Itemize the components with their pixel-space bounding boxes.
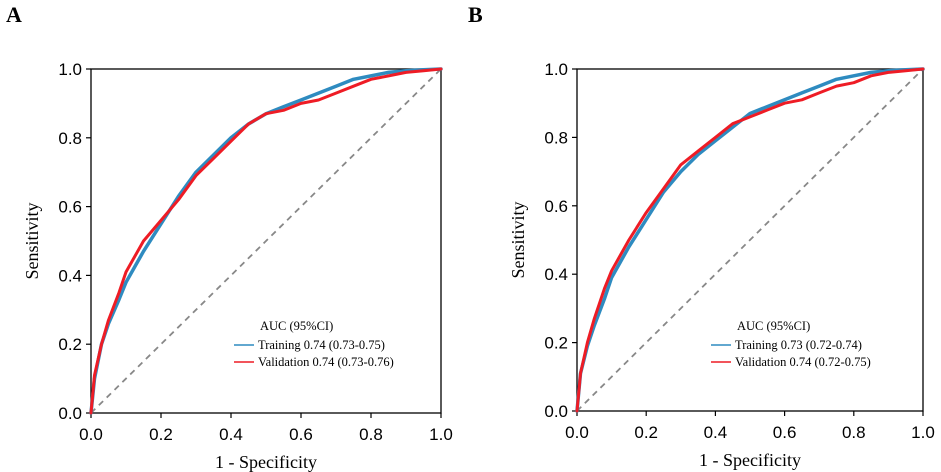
y-tick-label: 0.8 xyxy=(544,128,568,147)
panel-letter: A xyxy=(6,2,22,27)
legend-entry: Training 0.73 (0.72-0.74) xyxy=(735,338,862,352)
y-tick-label: 0.2 xyxy=(544,334,568,353)
x-tick-label: 1.0 xyxy=(429,425,453,444)
plot-frame xyxy=(90,68,442,414)
roc-curve-validation xyxy=(89,67,443,415)
x-tick-label: 0.8 xyxy=(359,425,383,444)
x-tick-label: 0.0 xyxy=(565,423,589,442)
legend-title: AUC (95%CI) xyxy=(737,319,810,333)
legend-entry: Validation 0.74 (0.73-0.76) xyxy=(258,355,394,369)
panel-a: A 0.0 0.2 0.4 0.6 0.8 1.0 0.0 0.2 0.4 0.6 0.8 1.0 1 -… xyxy=(6,2,453,472)
x-tick-label: 0.6 xyxy=(773,423,797,442)
x-tick-label: 1.0 xyxy=(911,423,935,442)
legend-title: AUC (95%CI) xyxy=(260,319,333,333)
legend: AUC (95%CI) Training 0.73 (0.72-0.74) Vali… xyxy=(711,319,871,369)
y-tick-label: 0.6 xyxy=(58,198,82,217)
y-tick-label: 1.0 xyxy=(58,60,82,79)
panel-b: B 0.0 0.2 0.4 0.6 0.8 1.0 0.0 0.2 0.4 0.6 0.8 1.0 1 -… xyxy=(468,2,935,470)
legend: AUC (95%CI) Training 0.74 (0.73-0.75) Vali… xyxy=(234,319,394,369)
x-axis-title: 1 - Specificity xyxy=(215,452,317,472)
y-tick-label: 0.6 xyxy=(544,197,568,216)
panel-letter: B xyxy=(468,2,483,27)
plot-frame xyxy=(576,68,924,412)
y-axis-title: Sensitivity xyxy=(22,202,42,279)
y-tick-label: 0.0 xyxy=(58,404,82,423)
legend-entry: Validation 0.74 (0.72-0.75) xyxy=(735,355,871,369)
x-tick-label: 0.6 xyxy=(289,425,313,444)
y-tick-label: 0.4 xyxy=(544,265,568,284)
x-tick-label: 0.0 xyxy=(79,425,103,444)
y-tick-label: 0.2 xyxy=(58,335,82,354)
y-tick-label: 0.8 xyxy=(58,129,82,148)
x-tick-label: 0.8 xyxy=(842,423,866,442)
x-axis-title: 1 - Specificity xyxy=(699,450,801,470)
y-axis-title: Sensitivity xyxy=(508,201,528,278)
y-tick-label: 0.4 xyxy=(58,266,82,285)
legend-entry: Training 0.74 (0.73-0.75) xyxy=(258,338,385,352)
reference-diagonal xyxy=(90,68,442,414)
y-tick-label: 1.0 xyxy=(544,60,568,79)
x-tick-label: 0.4 xyxy=(704,423,728,442)
y-tick-label: 0.0 xyxy=(544,402,568,421)
x-tick-label: 0.4 xyxy=(219,425,243,444)
reference-diagonal xyxy=(576,68,924,412)
x-tick-label: 0.2 xyxy=(149,425,173,444)
x-tick-label: 0.2 xyxy=(634,423,658,442)
roc-curve-training xyxy=(575,67,925,413)
roc-curve-validation xyxy=(575,67,925,413)
